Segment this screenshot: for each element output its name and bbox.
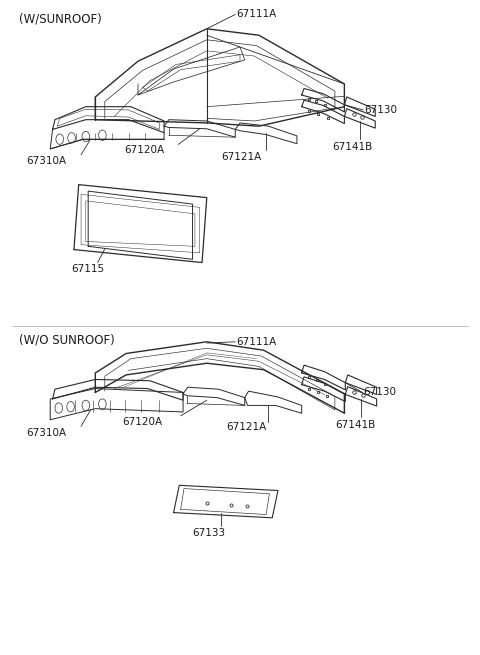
Text: (W/SUNROOF): (W/SUNROOF) xyxy=(19,12,102,26)
Text: 67141B: 67141B xyxy=(335,420,375,430)
Text: 67141B: 67141B xyxy=(333,142,373,152)
Text: 67133: 67133 xyxy=(192,529,226,538)
Text: 67120A: 67120A xyxy=(122,417,162,426)
Text: 67111A: 67111A xyxy=(236,337,276,346)
Text: 67130: 67130 xyxy=(364,105,397,115)
Text: 67111A: 67111A xyxy=(236,9,276,20)
Text: 67310A: 67310A xyxy=(26,428,67,438)
Text: (W/O SUNROOF): (W/O SUNROOF) xyxy=(19,334,115,347)
Text: 67121A: 67121A xyxy=(221,152,261,162)
Text: 67115: 67115 xyxy=(72,264,105,274)
Text: 67130: 67130 xyxy=(363,388,396,398)
Text: 67310A: 67310A xyxy=(26,157,67,166)
Text: 67121A: 67121A xyxy=(226,422,266,432)
Text: 67120A: 67120A xyxy=(124,145,164,155)
